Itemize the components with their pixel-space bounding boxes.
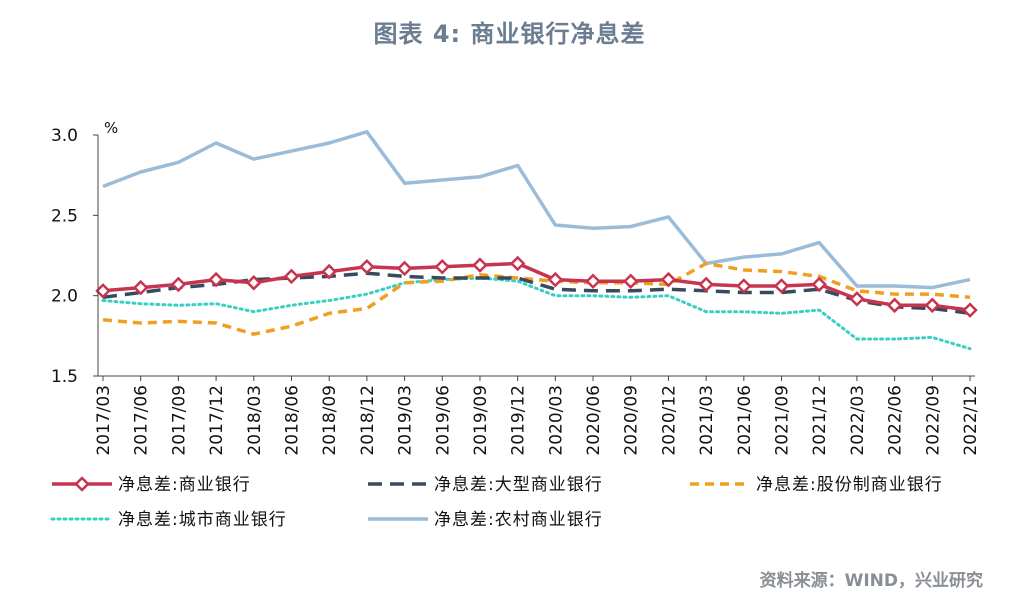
y-tick-label: 2.0: [51, 287, 78, 307]
series-line-joint: [102, 261, 971, 336]
data-point-commercial: [472, 257, 488, 273]
data-point-commercial: [132, 279, 149, 296]
x-tick-label: 2018/12: [358, 385, 378, 456]
data-point-commercial: [170, 276, 187, 293]
data-point-commercial: [283, 268, 300, 285]
y-tick-label: 2.5: [51, 206, 78, 226]
x-tick-label: 2021/09: [773, 385, 793, 456]
x-tick-label: 2018/09: [320, 385, 340, 456]
data-point-commercial: [811, 276, 827, 293]
legend-marker-commercial: [74, 476, 90, 492]
data-point-commercial: [321, 263, 337, 280]
x-tick-label: 2019/12: [509, 385, 529, 456]
data-point-commercial: [962, 302, 978, 318]
source-note: 资料来源：WIND，兴业研究: [759, 571, 983, 591]
legend-label-commercial: 净息差:商业银行: [118, 475, 251, 495]
data-point-commercial: [773, 278, 790, 294]
y-tick-label: 1.5: [51, 367, 78, 387]
data-point-commercial: [849, 291, 865, 307]
data-point-commercial: [886, 297, 903, 314]
x-tick-label: 2022/03: [848, 385, 868, 456]
x-tick-label: 2017/09: [169, 385, 189, 456]
data-point-commercial: [95, 283, 111, 299]
data-point-commercial: [698, 276, 714, 293]
series-line-commercial: [102, 261, 971, 312]
plot-area: [95, 130, 978, 351]
x-tick-label: 2022/06: [886, 385, 906, 456]
legend-label-rural: 净息差:农村商业银行: [434, 510, 603, 530]
data-point-commercial: [660, 271, 677, 288]
x-tick-label: 2020/09: [622, 385, 642, 456]
series-line-rural: [102, 130, 971, 290]
x-tick-label: 2021/12: [810, 385, 830, 456]
x-tick-label: 2017/06: [132, 385, 152, 456]
data-point-commercial: [585, 273, 601, 289]
series-line-city: [101, 276, 972, 351]
data-point-commercial: [396, 260, 413, 277]
x-tick-label: 2018/03: [245, 385, 265, 456]
data-point-commercial: [547, 271, 564, 288]
x-tick-label: 2020/12: [659, 385, 679, 456]
x-tick-label: 2022/09: [923, 385, 943, 456]
data-point-commercial: [359, 258, 375, 275]
x-tick-label: 2019/09: [471, 385, 491, 456]
x-tick-label: 2020/03: [546, 385, 566, 456]
x-tick-label: 2017/03: [94, 385, 114, 456]
axes: 3.0 2.5 2.0 1.5% 2017/03 2017/06 2017/09 2017/1…: [51, 119, 981, 456]
x-tick-label: 2022/12: [961, 385, 981, 456]
y-tick-label: 3.0: [51, 126, 78, 146]
x-tick-label: 2019/03: [396, 385, 416, 456]
x-tick-label: 2021/06: [735, 385, 755, 456]
chart-title: 图表 4: 商业银行净息差: [373, 20, 646, 48]
data-point-commercial: [509, 255, 526, 272]
data-point-commercial: [924, 297, 941, 314]
legend-label-big: 净息差:大型商业银行: [434, 475, 603, 495]
data-point-commercial: [246, 275, 262, 291]
data-point-commercial: [434, 258, 451, 275]
x-tick-label: 2021/03: [697, 385, 717, 456]
x-tick-label: 2017/12: [207, 385, 227, 456]
data-point-commercial: [736, 278, 752, 294]
x-tick-label: 2019/06: [433, 385, 453, 456]
x-tick-label: 2018/06: [282, 385, 302, 456]
legend-label-joint: 净息差:股份制商业银行: [756, 475, 943, 495]
y-unit-label: %: [104, 119, 118, 137]
x-tick-label: 2020/06: [584, 385, 604, 456]
data-point-commercial: [622, 273, 639, 289]
data-point-commercial: [208, 271, 224, 288]
legend-label-city: 净息差:城市商业银行: [118, 510, 287, 530]
series-line-big: [102, 271, 971, 316]
